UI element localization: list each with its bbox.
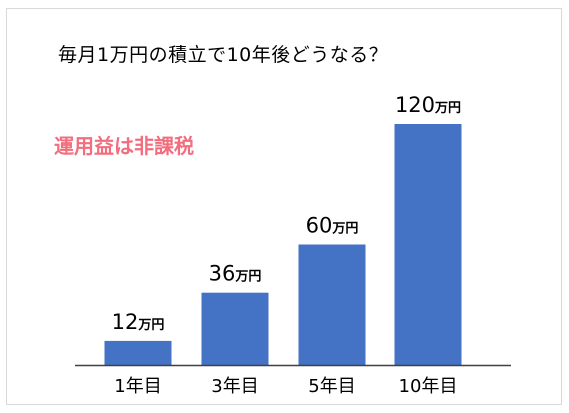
chart-frame	[6, 8, 562, 405]
bar	[104, 340, 172, 365]
bar	[394, 124, 462, 365]
bar-value-number: 60	[306, 214, 333, 238]
tax-free-note: 運用益は非課税	[54, 134, 194, 158]
chart-title: 毎月1万円の積立で10年後どうなる？	[58, 44, 389, 66]
bar-value-number: 36	[209, 262, 236, 286]
x-tick-label: 3年目	[211, 376, 258, 397]
bar-value-label: 120万円	[395, 93, 461, 117]
bar	[298, 244, 366, 365]
bar-value-unit: 万円	[234, 270, 261, 285]
bar	[201, 292, 269, 365]
bar-value-label: 60万円	[306, 214, 359, 238]
bar-value-number: 12	[112, 310, 139, 334]
x-tick-label: 5年目	[308, 376, 355, 397]
bar-value-label: 36万円	[209, 262, 262, 286]
bar-value-label: 12万円	[112, 310, 165, 334]
bar-value-unit: 万円	[331, 222, 358, 237]
bar-value-number: 120	[395, 93, 435, 117]
x-tick-label: 1年目	[114, 376, 161, 397]
bar-value-unit: 万円	[434, 101, 461, 116]
bar-value-unit: 万円	[137, 318, 164, 333]
x-tick-label: 10年目	[399, 376, 458, 397]
